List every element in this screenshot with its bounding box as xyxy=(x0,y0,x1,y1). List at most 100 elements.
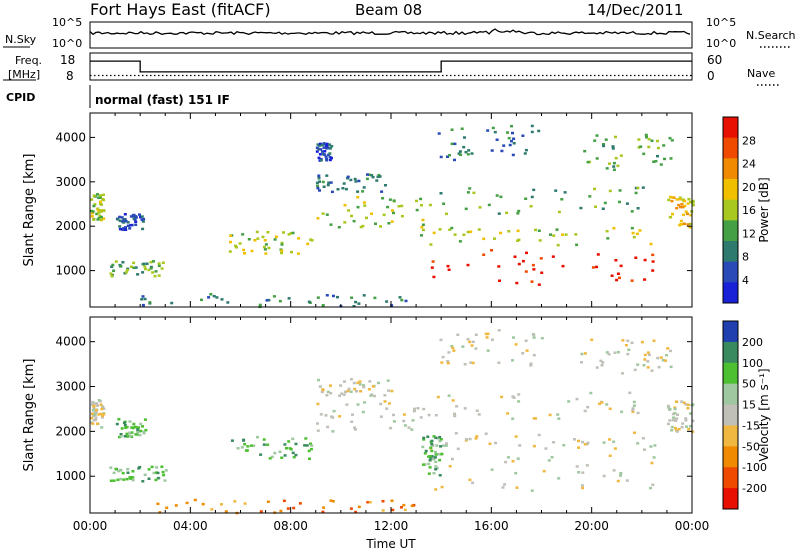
colorbar-band xyxy=(723,404,738,426)
heatmap-cell xyxy=(669,349,672,353)
heatmap-cell xyxy=(656,356,660,360)
heatmap-cell xyxy=(162,473,166,477)
heatmap-cell xyxy=(114,467,118,471)
heatmap-cell xyxy=(453,233,457,236)
heatmap-cell xyxy=(209,293,213,296)
heatmap-cell xyxy=(141,227,145,231)
heatmap-cell xyxy=(382,213,386,217)
heatmap-cell xyxy=(675,417,679,420)
heatmap-cell xyxy=(102,412,106,416)
heatmap-cell xyxy=(649,486,653,490)
heatmap-cell xyxy=(633,368,637,372)
heatmap-cell xyxy=(278,450,282,453)
heatmap-cell xyxy=(625,202,629,205)
heatmap-cell xyxy=(270,455,274,459)
heatmap-cell xyxy=(439,445,443,448)
heatmap-cell xyxy=(96,209,100,212)
heatmap-cell xyxy=(328,152,332,155)
heatmap-cell xyxy=(318,180,321,183)
heatmap-cell xyxy=(357,302,361,305)
heatmap-cell xyxy=(515,281,519,285)
heatmap-cell xyxy=(640,340,644,344)
heatmap-cell xyxy=(440,485,444,489)
heatmap-cell xyxy=(123,423,127,427)
heatmap-cell xyxy=(383,400,387,403)
colorbar-band xyxy=(723,199,738,221)
colorbar-band xyxy=(723,282,738,304)
colorbar-band xyxy=(723,220,738,242)
heatmap-cell xyxy=(386,379,390,382)
heatmap-cell xyxy=(238,242,242,245)
heatmap-cell xyxy=(691,203,695,207)
heatmap-cell xyxy=(114,260,118,263)
heatmap-cell xyxy=(475,409,479,412)
heatmap-cell xyxy=(339,384,343,387)
heatmap-cell xyxy=(436,395,440,399)
heatmap-cell xyxy=(486,129,490,132)
heatmap-cell xyxy=(469,361,473,364)
heatmap-cell xyxy=(651,260,655,263)
heatmap-cell xyxy=(426,435,430,438)
heatmap-cell xyxy=(91,400,95,404)
heatmap-cell xyxy=(619,154,623,157)
heatmap-cell xyxy=(130,431,134,434)
heatmap-cell xyxy=(432,231,436,235)
heatmap-cell xyxy=(118,219,122,223)
heatmap-cell xyxy=(636,363,640,366)
heatmap-cell xyxy=(607,353,611,356)
heatmap-cell xyxy=(325,159,329,162)
heatmap-cell xyxy=(594,205,597,208)
heatmap-cell xyxy=(297,237,301,240)
heatmap-cell xyxy=(634,191,638,195)
heatmap-cell xyxy=(243,252,246,255)
heatmap-cell xyxy=(554,189,558,192)
heatmap-cell xyxy=(400,214,404,218)
heatmap-cell xyxy=(453,158,456,162)
heatmap-cell xyxy=(387,402,391,405)
heatmap-cell xyxy=(267,246,271,250)
heatmap-cell xyxy=(574,233,578,236)
heatmap-cell xyxy=(427,455,431,458)
heatmap-cell xyxy=(689,425,692,428)
heatmap-cell xyxy=(264,252,268,255)
heatmap-cell xyxy=(428,459,432,462)
heatmap-cell xyxy=(367,173,371,176)
heatmap-cell xyxy=(153,274,157,278)
heatmap-cell xyxy=(367,388,371,391)
heatmap-cell xyxy=(517,238,521,242)
heatmap-cell xyxy=(604,138,608,141)
velocity-ylabel: Slant Range [km] xyxy=(22,359,37,472)
heatmap-cell xyxy=(448,228,452,231)
heatmap-cell xyxy=(412,409,416,413)
heatmap-cell xyxy=(561,264,565,268)
heatmap-cell xyxy=(325,147,329,150)
heatmap-cell xyxy=(390,499,394,502)
heatmap-cell xyxy=(537,283,541,286)
heatmap-cell xyxy=(507,136,511,140)
heatmap-cell xyxy=(98,200,102,203)
heatmap-cell xyxy=(583,409,587,413)
heatmap-cell xyxy=(100,203,103,206)
heatmap-cell xyxy=(567,400,571,403)
heatmap-cell xyxy=(472,191,476,195)
heatmap-cell xyxy=(612,161,616,165)
heatmap-cell xyxy=(403,424,407,427)
heatmap-cell xyxy=(630,279,634,282)
heatmap-cell xyxy=(605,351,609,354)
heatmap-cell xyxy=(325,394,329,397)
heatmap-cell xyxy=(97,216,101,220)
heatmap-cell xyxy=(345,403,349,406)
heatmap-cell xyxy=(142,431,146,435)
heatmap-cell xyxy=(688,412,692,415)
heatmap-cell xyxy=(474,437,478,440)
heatmap-cell xyxy=(283,443,287,446)
heatmap-cell xyxy=(573,438,576,441)
heatmap-cell xyxy=(456,333,460,336)
heatmap-cell xyxy=(138,433,142,437)
heatmap-cell xyxy=(97,399,101,402)
heatmap-cell xyxy=(278,299,282,303)
heatmap-cell xyxy=(631,408,635,412)
heatmap-cell xyxy=(161,470,165,474)
heatmap-cell xyxy=(144,428,148,432)
heatmap-cell xyxy=(616,479,620,483)
